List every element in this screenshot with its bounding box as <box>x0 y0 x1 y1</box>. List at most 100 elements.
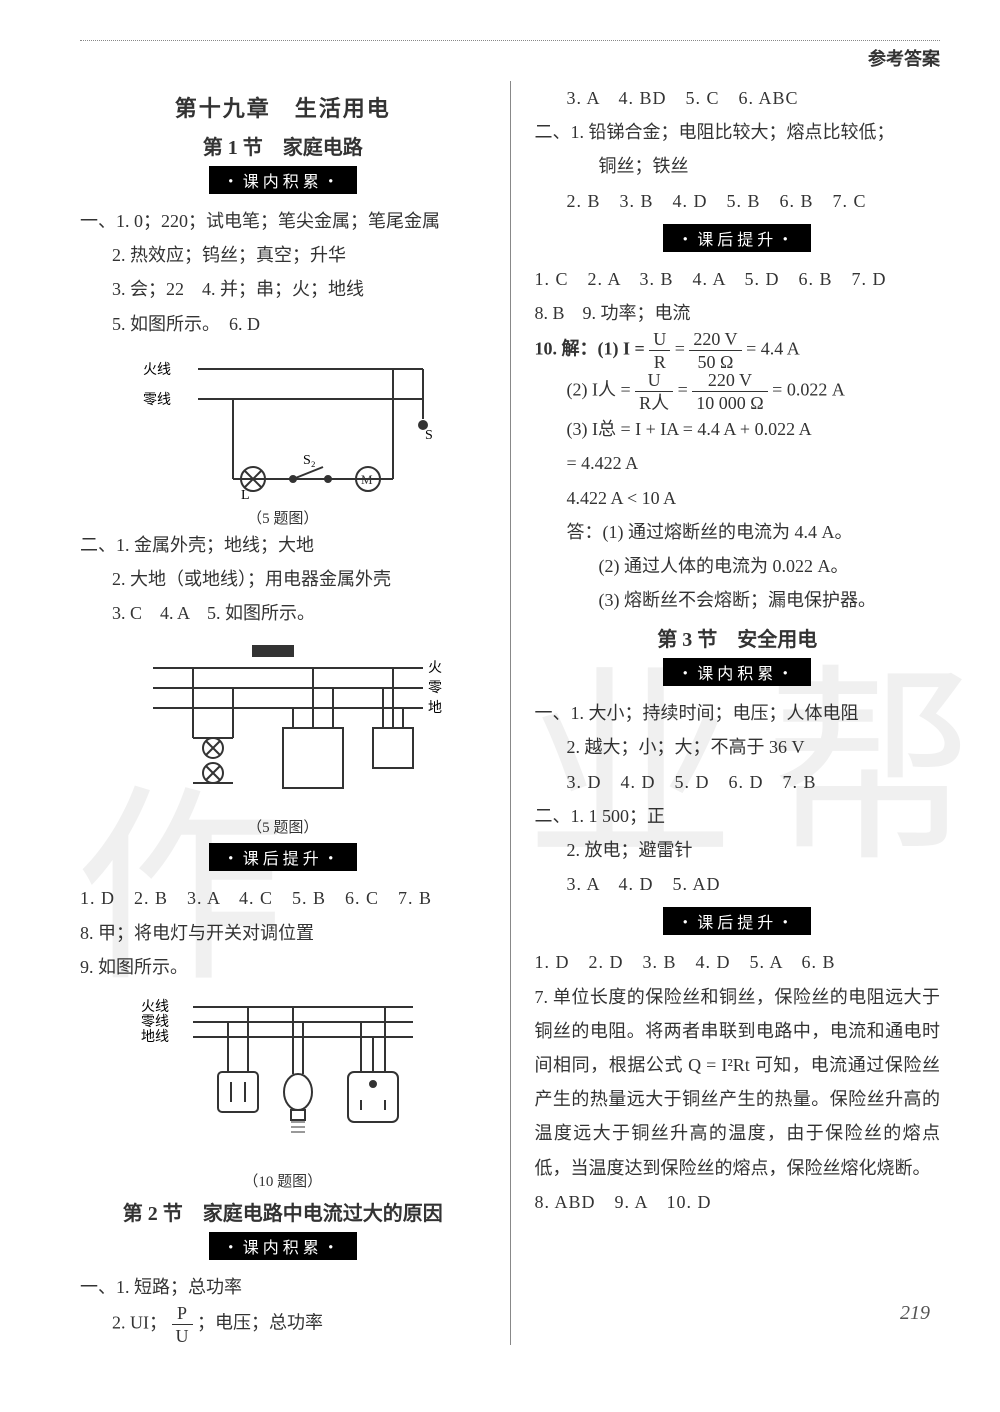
section-3-title: 第 3 节 安全用电 <box>534 623 940 652</box>
label-s2: S₂ <box>303 453 316 468</box>
ans-line: 二、1. 铅锑合金；电阻比较大；熔点比较低； <box>534 115 940 149</box>
fraction: UR人 <box>635 371 673 412</box>
text: = <box>675 339 685 359</box>
text: ；电压；总功率 <box>197 1313 323 1333</box>
ans-line: 8. ABD 9. A 10. D <box>534 1185 940 1219</box>
numerator: U <box>649 330 670 351</box>
badge-kenei-3: ・课内积累・ <box>663 658 811 686</box>
denominator: 50 Ω <box>689 351 741 371</box>
fraction: 220 V10 000 Ω <box>692 371 767 412</box>
text: = 4.4 A <box>746 339 800 359</box>
ans-line: 二、1. 金属外壳；地线；大地 <box>80 528 486 562</box>
ans-line: 1. C 2. A 3. B 4. A 5. D 6. B 7. D <box>534 262 940 296</box>
chapter-title: 第十九章 生活用电 <box>80 91 486 123</box>
ans-line: 3. C 4. A 5. 如图所示。 <box>80 596 486 630</box>
ans-line: 1. D 2. D 3. B 4. D 5. A 6. B <box>534 945 940 979</box>
ans-line: 9. 如图所示。 <box>80 950 486 984</box>
figure-circuit-2: 火 零 地 <box>123 638 443 808</box>
page-number: 219 <box>900 1302 930 1325</box>
text: 2. UI； <box>112 1313 167 1333</box>
ans-line: 2. 越大；小；大；不高于 36 V <box>534 730 940 764</box>
badge-kehou-1: ・课后提升・ <box>209 843 357 871</box>
ans-line: 3. A 4. BD 5. C 6. ABC <box>534 81 940 115</box>
ans-line: (3) I总 = I + IA = 4.4 A + 0.022 A <box>534 412 940 446</box>
numerator: P <box>172 1304 193 1325</box>
badge-wrap: ・课内积累・ <box>534 658 940 686</box>
fraction: 220 V50 Ω <box>689 330 741 371</box>
denominator: R人 <box>635 392 673 412</box>
ans-line: 3. 会；22 4. 并；串；火；地线 <box>80 272 486 306</box>
figure-caption: （5 题图） <box>80 507 486 528</box>
badge-wrap: ・课内积累・ <box>80 1232 486 1260</box>
section-1-title: 第 1 节 家庭电路 <box>80 131 486 160</box>
denominator: 10 000 Ω <box>692 392 767 412</box>
column-divider <box>510 81 511 1345</box>
text: = 0.022 A <box>772 380 845 400</box>
ans-line: 2. 大地（或地线）；用电器金属外壳 <box>80 562 486 596</box>
label-s1: S₁ <box>425 428 433 443</box>
badge-kehou-3: ・课后提升・ <box>663 907 811 935</box>
label-ling: 零线 <box>141 1014 169 1030</box>
fraction: PU <box>172 1304 193 1345</box>
numerator: 220 V <box>692 371 767 392</box>
ans-line: 一、1. 0；220；试电笔；笔尖金属；笔尾金属 <box>80 204 486 238</box>
label-di: 地 <box>428 700 442 716</box>
denominator: R <box>649 351 670 371</box>
figure-caption: （10 题图） <box>80 1170 486 1191</box>
label-ling: 零线 <box>143 392 171 408</box>
text: = <box>678 380 688 400</box>
ans-line: 3. A 4. D 5. AD <box>534 867 940 901</box>
badge-wrap: ・课后提升・ <box>534 224 940 252</box>
header-label: 参考答案 <box>80 45 940 71</box>
ans-line: 铜丝；铁丝 <box>534 149 940 183</box>
badge-kehou-2: ・课后提升・ <box>663 224 811 252</box>
ans-line: 一、1. 大小；持续时间；电压；人体电阻 <box>534 696 940 730</box>
ans-line: 2. 放电；避雷针 <box>534 833 940 867</box>
label-di: 地线 <box>141 1029 169 1045</box>
header-rule <box>80 40 940 41</box>
two-columns: 第十九章 生活用电 第 1 节 家庭电路 ・课内积累・ 一、1. 0；220；试… <box>80 81 940 1345</box>
text: 10. 解：(1) I = <box>534 339 644 359</box>
figure-caption: （5 题图） <box>80 816 486 837</box>
numerator: U <box>635 371 673 392</box>
svg-text:M: M <box>361 472 373 487</box>
left-column: 第十九章 生活用电 第 1 节 家庭电路 ・课内积累・ 一、1. 0；220；试… <box>80 81 486 1345</box>
fraction: UR <box>649 330 670 371</box>
ans-line: 2. UI； PU ；电压；总功率 <box>80 1304 486 1345</box>
badge-wrap: ・课后提升・ <box>534 907 940 935</box>
denominator: U <box>172 1325 193 1345</box>
q10-line2: (2) I人 = UR人 = 220 V10 000 Ω = 0.022 A <box>534 371 940 412</box>
ans-line: = 4.422 A <box>534 446 940 480</box>
badge-kenei-1: ・课内积累・ <box>209 166 357 194</box>
badge-wrap: ・课内积累・ <box>80 166 486 194</box>
page-root: 参考答案 第十九章 生活用电 第 1 节 家庭电路 ・课内积累・ 一、1. 0；… <box>0 0 1000 1345</box>
ans-line: (2) 通过人体的电流为 0.022 A。 <box>534 549 940 583</box>
ans-line: 二、1. 1 500；正 <box>534 799 940 833</box>
ans-paragraph: 7. 单位长度的保险丝和铜丝，保险丝的电阻远大于铜丝的电阻。将两者串联到电路中，… <box>534 980 940 1185</box>
ans-line: 4.422 A < 10 A <box>534 481 940 515</box>
ans-line: 3. D 4. D 5. D 6. D 7. B <box>534 765 940 799</box>
figure-circuit-1: 火线 零线 S₁ S₂ L M <box>133 349 433 499</box>
label-huo: 火 <box>428 661 442 676</box>
label-l: L <box>241 488 250 499</box>
right-column: 3. A 4. BD 5. C 6. ABC 二、1. 铅锑合金；电阻比较大；熔… <box>534 81 940 1345</box>
figure-circuit-3: 火线 零线 地线 <box>133 992 433 1162</box>
text: (2) I人 = <box>566 380 630 400</box>
label-huo: 火线 <box>143 362 171 378</box>
ans-line: 2. B 3. B 4. D 5. B 6. B 7. C <box>534 184 940 218</box>
numerator: 220 V <box>689 330 741 351</box>
badge-kenei-2: ・课内积累・ <box>209 1232 357 1260</box>
ans-line: 8. 甲；将电灯与开关对调位置 <box>80 916 486 950</box>
ans-line: 一、1. 短路；总功率 <box>80 1270 486 1304</box>
ans-line: 1. D 2. B 3. A 4. C 5. B 6. C 7. B <box>80 881 486 915</box>
q10-line1: 10. 解：(1) I = UR = 220 V50 Ω = 4.4 A <box>534 330 940 371</box>
section-2-title: 第 2 节 家庭电路中电流过大的原因 <box>80 1197 486 1226</box>
badge-wrap: ・课后提升・ <box>80 843 486 871</box>
ans-line: 8. B 9. 功率；电流 <box>534 296 940 330</box>
ans-line: (3) 熔断丝不会熔断；漏电保护器。 <box>534 583 940 617</box>
ans-line: 5. 如图所示。 6. D <box>80 307 486 341</box>
label-huo: 火线 <box>141 999 169 1015</box>
ans-line: 2. 热效应；钨丝；真空；升华 <box>80 238 486 272</box>
label-ling: 零 <box>428 680 442 696</box>
ans-line: 答：(1) 通过熔断丝的电流为 4.4 A。 <box>534 515 940 549</box>
